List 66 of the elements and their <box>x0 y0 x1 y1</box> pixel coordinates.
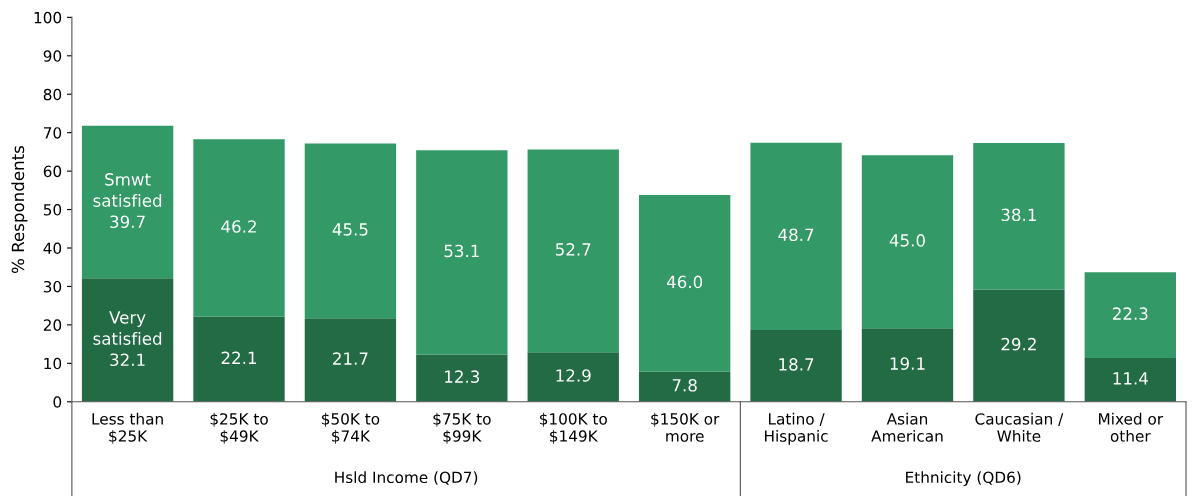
data-label: 38.1 <box>1001 208 1036 222</box>
data-label: 45.5 <box>332 223 368 236</box>
series-label: Very satisfied <box>93 311 162 345</box>
bar <box>750 142 842 330</box>
text: Hsld Income (QD7) <box>335 471 478 485</box>
x-tick-label: Mixed or other <box>1099 412 1164 442</box>
data-label: 18.7 <box>779 358 814 371</box>
y-tick-label: 70 <box>43 127 62 139</box>
data-label: 12.3 <box>445 370 480 383</box>
data-label: 22.1 <box>221 351 257 364</box>
data-label: 19.1 <box>890 357 925 370</box>
bar <box>416 354 508 402</box>
bar <box>1084 357 1176 402</box>
data-label: 29.2 <box>1001 337 1036 351</box>
data-label: 12.9 <box>556 369 591 382</box>
x-tick-label: $25K to $49K <box>210 412 268 444</box>
data-label: 7.8 <box>672 379 697 392</box>
data-label: 11.4 <box>1113 372 1148 385</box>
bar <box>193 139 285 317</box>
data-label: 21.7 <box>333 352 368 365</box>
y-tick-label: 60 <box>43 165 62 178</box>
bar <box>527 352 619 402</box>
data-label: 32.1 <box>110 353 145 367</box>
x-tick-label: $150K or more <box>651 412 720 442</box>
data-label: 52.7 <box>555 243 591 256</box>
bar <box>861 155 954 329</box>
bar <box>638 371 731 402</box>
bar <box>304 143 397 319</box>
data-label: 46.2 <box>221 220 256 233</box>
data-label: 48.7 <box>778 228 814 242</box>
bar <box>81 125 174 279</box>
y-tick-label: 20 <box>43 319 62 331</box>
data-label: 22.3 <box>1112 307 1148 320</box>
x-tick-label: Caucasian / White <box>975 412 1064 442</box>
data-label: 39.7 <box>110 215 145 229</box>
x-tick-label: $75K to $99K <box>433 412 491 444</box>
y-tick-label: 0 <box>53 396 62 408</box>
bar <box>1084 272 1176 358</box>
y-tick-label: 50 <box>43 204 62 216</box>
x-tick-label: Asian American <box>871 412 943 442</box>
bar <box>304 318 397 402</box>
bar <box>973 289 1065 402</box>
x-tick-label: Less than $25K <box>92 412 163 444</box>
y-tick-label: 100 <box>34 11 62 24</box>
y-tick-label: 10 <box>44 357 62 370</box>
bar <box>193 316 285 402</box>
data-label: 53.1 <box>444 244 479 258</box>
y-tick-label: 90 <box>43 50 62 62</box>
bar <box>638 194 731 372</box>
series-label: Smwt satisfied <box>93 173 162 207</box>
y-axis-title: % Respondents <box>11 145 28 274</box>
bar <box>750 329 842 402</box>
data-label: 45.0 <box>889 234 925 247</box>
data-label: 46.0 <box>666 275 703 289</box>
bar <box>81 278 174 402</box>
x-tick-label: Latino / Hispanic <box>765 412 828 445</box>
y-tick-label: 80 <box>43 88 62 101</box>
bar <box>861 328 954 402</box>
bar <box>527 149 619 353</box>
bar <box>416 150 508 355</box>
y-tick-label: 40 <box>43 242 62 255</box>
bar <box>973 143 1065 290</box>
y-tick-label: 30 <box>43 280 62 293</box>
text: Ethnicity (QD6) <box>906 471 1021 487</box>
x-tick-label: $50K to $74K <box>322 412 380 444</box>
x-tick-label: $100K to $149K <box>539 412 607 444</box>
